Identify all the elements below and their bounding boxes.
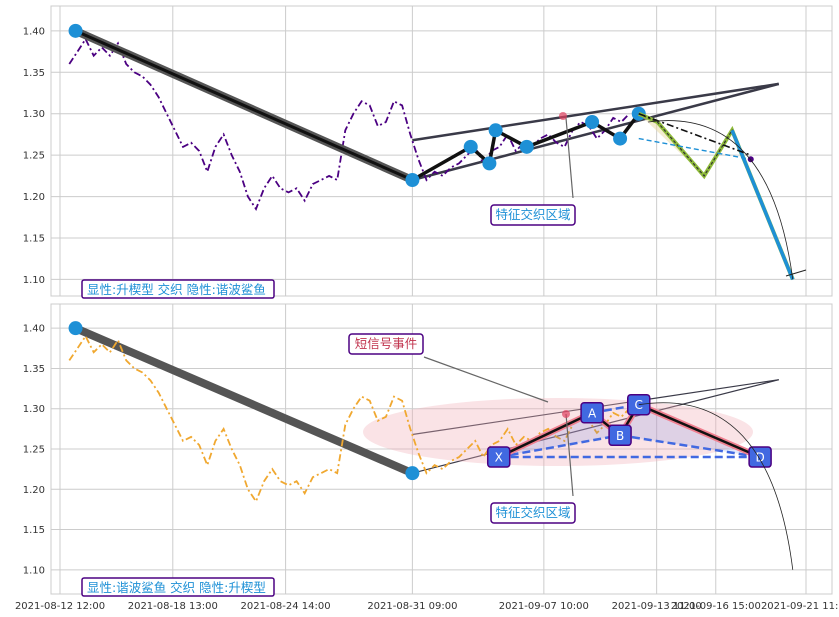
x-tick-label: 2021-09-16 15:00 <box>671 601 761 612</box>
x-tick-label: 2021-09-13 11:00 <box>612 601 702 612</box>
projection-dashed-line <box>638 137 751 160</box>
annotation-label: 特征交织区域 <box>495 505 570 520</box>
x-tick-label: 2021-08-18 13:00 <box>128 601 218 612</box>
y-tick-label: 1.10 <box>23 275 45 286</box>
y-tick-label: 1.20 <box>23 485 45 496</box>
xabcd-point-a <box>580 402 604 424</box>
x-tick-label: 2021-08-24 14:00 <box>241 601 331 612</box>
annotation-arrow <box>565 413 574 497</box>
y-tick-label: 1.35 <box>23 364 45 375</box>
zigzag-pivot-marker <box>613 131 628 146</box>
bottom-pivot-marker <box>405 466 420 481</box>
bottom-legend-text: 显性:谐波鲨鱼 交织 隐性:升楔型 <box>87 580 266 595</box>
annotation-box <box>490 204 576 226</box>
y-tick-label: 1.15 <box>23 234 45 245</box>
xabcd-dashed-line <box>498 434 621 459</box>
top-wedge-trendlines <box>412 82 780 182</box>
y-tick-label: 1.30 <box>23 109 45 120</box>
zigzag-pivot-marker <box>463 139 478 154</box>
y-tick-label: 1.30 <box>23 404 45 415</box>
interweave-point-marker <box>559 112 567 120</box>
top-gridlines <box>51 6 832 296</box>
event-arrow <box>423 356 549 403</box>
top-annotation: 特征交织区域 <box>490 112 576 226</box>
bottom-y-tick-labels: 1.40 1.35 1.30 1.25 1.20 1.15 1.10 <box>23 324 45 577</box>
y-tick-label: 1.20 <box>23 192 45 203</box>
y-tick-label: 1.15 <box>23 525 45 536</box>
xabcd-point-b <box>608 424 632 447</box>
zigzag-pivot-marker <box>405 173 420 187</box>
y-tick-label: 1.40 <box>23 324 45 335</box>
xabcd-point-x <box>486 446 511 468</box>
x-tick-label: 2021-09-21 11:00 <box>761 601 839 612</box>
y-tick-label: 1.25 <box>23 151 45 162</box>
bottom-zigzag-leg <box>71 324 417 478</box>
top-zigzag-series <box>68 23 646 187</box>
top-price-line <box>68 37 631 211</box>
event-label: 短信号事件 <box>355 336 418 351</box>
xabcd-pattern: X A B C D <box>486 393 772 468</box>
projection-fill <box>638 113 705 176</box>
y-tick-label: 1.35 <box>23 68 45 79</box>
wedge-trendline <box>412 82 780 182</box>
x-tick-label: 2021-08-12 12:00 <box>15 601 105 612</box>
annotation-arrow <box>565 117 574 199</box>
zigzag-pivot-marker <box>488 123 503 138</box>
zigzag-pivot-marker <box>68 23 83 38</box>
x-tick-label: 2021-08-31 09:00 <box>367 601 457 612</box>
top-plot-frame <box>50 5 833 297</box>
annotation-box <box>490 502 576 524</box>
top-legend-text: 显性:升楔型 交织 隐性:谐波鲨鱼 <box>87 282 266 297</box>
zigzag-pivot-marker <box>585 115 600 129</box>
annotation-label: 特征交织区域 <box>495 207 570 222</box>
top-legend-box: 显性:升楔型 交织 隐性:谐波鲨鱼 <box>81 279 275 299</box>
wedge-trendline <box>412 379 779 474</box>
x-tick-label: 2021-09-07 10:00 <box>499 601 589 612</box>
projection-arc <box>648 120 794 280</box>
zigzag-pivot-marker <box>482 156 497 171</box>
y-tick-label: 1.25 <box>23 445 45 456</box>
bottom-legend-box: 显性:谐波鲨鱼 交织 隐性:升楔型 <box>81 577 275 597</box>
interweave-point-marker <box>562 410 570 418</box>
bottom-pivot-marker <box>68 321 83 336</box>
projection-arc <box>638 402 794 570</box>
xabcd-label: B <box>616 429 624 443</box>
projection-path-inner <box>638 113 794 280</box>
xabcd-label: X <box>495 451 503 465</box>
wedge-trendline <box>412 82 779 142</box>
xabcd-label: C <box>635 398 643 412</box>
xabcd-point-d <box>748 446 772 468</box>
x-tick-labels: 2021-08-12 12:00 2021-08-18 13:00 2021-08-… <box>15 601 839 612</box>
xabcd-label: D <box>755 451 764 465</box>
zigzag-pivot-marker <box>519 139 534 154</box>
event-label-box <box>348 333 424 355</box>
projection-tick <box>785 269 807 277</box>
y-tick-label: 1.40 <box>23 26 45 37</box>
bottom-panel: 1.40 1.35 1.30 1.25 1.20 1.15 1.10 X A B C D 短信号事件… <box>23 303 833 597</box>
zigzag-leg-core <box>74 29 413 182</box>
top-panel: 1.40 1.35 1.30 1.25 1.20 1.15 1.10 特征交织区域 显性:升… <box>23 5 833 299</box>
top-projection-path <box>637 111 807 281</box>
top-y-tick-labels: 1.40 1.35 1.30 1.25 1.20 1.15 1.10 <box>23 26 45 286</box>
y-tick-label: 1.10 <box>23 565 45 576</box>
projection-final-leg <box>730 129 795 281</box>
xabcd-label: A <box>588 406 597 420</box>
